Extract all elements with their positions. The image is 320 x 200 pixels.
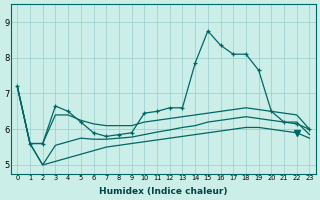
X-axis label: Humidex (Indice chaleur): Humidex (Indice chaleur): [99, 187, 228, 196]
